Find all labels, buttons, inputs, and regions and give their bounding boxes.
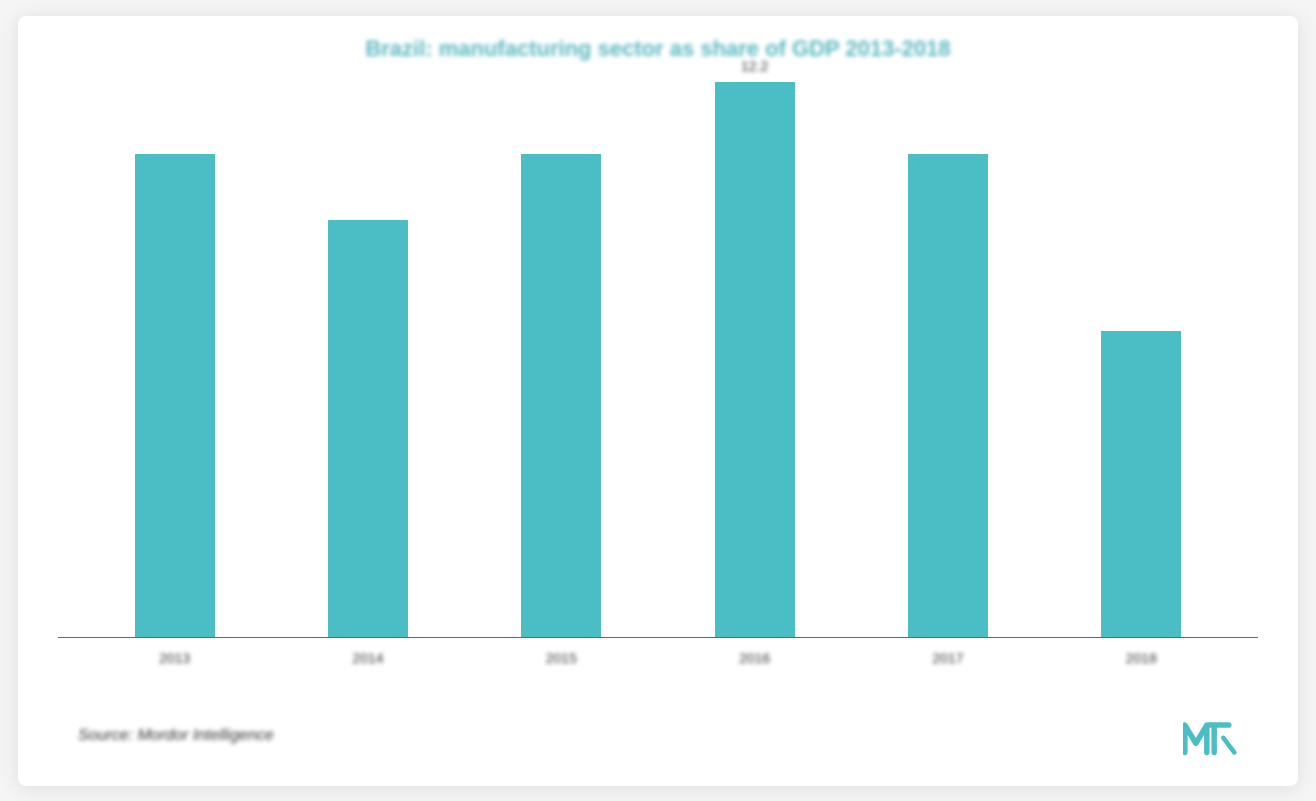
bar-1 [328,220,408,636]
bar-group-2 [465,82,658,637]
bars-wrapper: 12.2 [58,82,1258,638]
chart-footer: Source: Mordor Intelligence [58,716,1258,756]
x-label-0: 2013 [78,650,271,666]
chart-title: Brazil: manufacturing sector as share of… [58,36,1258,62]
bar-group-5 [1045,82,1238,637]
logo-icon [1183,716,1238,756]
bar-group-0 [78,82,271,637]
bar-3 [715,82,795,637]
bar-2 [521,154,601,637]
bar-4 [908,154,988,637]
x-label-3: 2016 [658,650,851,666]
value-label-3: 12.2 [741,58,768,74]
chart-area: 12.2 2013 2014 2015 2016 2017 2018 [58,82,1258,666]
bar-group-1 [271,82,464,637]
bar-0 [135,154,215,637]
x-label-5: 2018 [1045,650,1238,666]
source-text: Source: Mordor Intelligence [78,727,274,745]
bar-group-4 [851,82,1044,637]
bar-group-3: 12.2 [658,82,851,637]
x-axis-labels: 2013 2014 2015 2016 2017 2018 [58,638,1258,666]
x-label-1: 2014 [271,650,464,666]
x-label-4: 2017 [851,650,1044,666]
chart-container: Brazil: manufacturing sector as share of… [18,16,1298,786]
x-label-2: 2015 [465,650,658,666]
bar-5 [1101,331,1181,636]
